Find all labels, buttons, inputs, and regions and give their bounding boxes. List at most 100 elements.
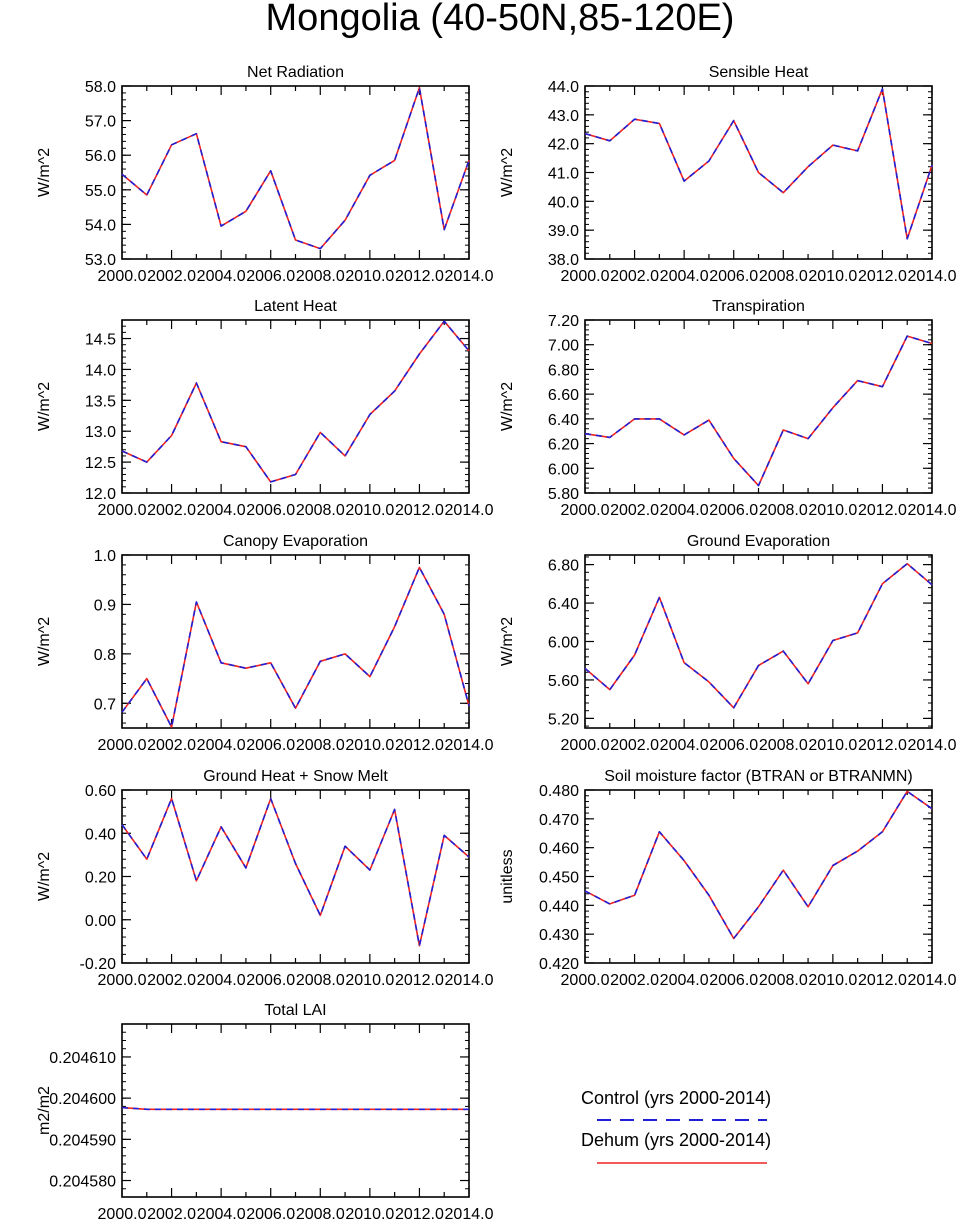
x-tick-label: 2014.0 <box>908 268 956 285</box>
y-tick-label: 38.0 <box>548 252 579 269</box>
y-tick-label: 54.0 <box>85 217 116 234</box>
y-tick-label: 56.0 <box>85 148 116 165</box>
x-tick-label: 2002.0 <box>147 972 196 989</box>
plot-frame <box>121 789 470 964</box>
x-tick-label: 2014.0 <box>908 502 956 519</box>
x-tick-label: 2004.0 <box>660 972 709 989</box>
y-tick-label: 0.440 <box>539 898 579 915</box>
y-tick-label: 6.00 <box>548 461 579 478</box>
y-tick-label: 6.80 <box>548 558 579 575</box>
y-tick-label: 44.0 <box>548 79 579 96</box>
y-tick-label: 0.430 <box>539 927 579 944</box>
y-tick-label: 42.0 <box>548 137 579 154</box>
y-tick-label: 5.80 <box>548 486 579 503</box>
y-tick-label: 6.20 <box>548 437 579 454</box>
x-tick-label: 2008.0 <box>296 268 345 285</box>
y-tick-label: 14.0 <box>85 362 116 379</box>
y-axis-label: W/m^2 <box>499 617 516 666</box>
series-line-dehum <box>584 88 933 240</box>
x-tick-label: 2002.0 <box>147 268 196 285</box>
series-line-control <box>584 790 933 940</box>
y-tick-label: 5.60 <box>548 673 579 690</box>
x-tick-label: 2006.0 <box>709 502 758 519</box>
x-tick-label: 2010.0 <box>345 972 394 989</box>
series-line-dehum <box>584 790 933 940</box>
x-tick-label: 2012.0 <box>395 1206 444 1223</box>
y-tick-label: 0.204580 <box>49 1174 116 1191</box>
x-tick-label: 2008.0 <box>296 972 345 989</box>
x-tick-label: 2000.0 <box>561 268 610 285</box>
series-line-dehum <box>584 562 933 709</box>
y-tick-label: 0.8 <box>94 647 116 664</box>
y-axis-label: W/m^2 <box>499 148 516 197</box>
y-axis-label: unitless <box>499 849 516 903</box>
y-tick-label: 0.9 <box>94 597 116 614</box>
x-tick-label: 2002.0 <box>147 1206 196 1223</box>
chart-title: Net Radiation <box>247 64 344 81</box>
series-line-control <box>121 1106 469 1111</box>
y-tick-label: 12.0 <box>85 486 116 503</box>
x-tick-label: 2006.0 <box>246 972 295 989</box>
x-tick-label: 2004.0 <box>197 268 246 285</box>
y-tick-label: 0.204590 <box>49 1132 116 1149</box>
x-tick-label: 2000.0 <box>98 1206 147 1223</box>
x-tick-label: 2002.0 <box>610 737 659 754</box>
x-tick-label: 2012.0 <box>858 737 907 754</box>
chart-panel: Sensible Heat W/m^2 2000.0 2002.0 2004.0 2006… <box>499 64 956 285</box>
chart-panel: Canopy Evaporation W/m^2 2000.0 2002.0 2004.… <box>36 533 494 754</box>
x-tick-label: 2010.0 <box>345 268 394 285</box>
x-tick-label: 2004.0 <box>660 502 709 519</box>
x-tick-label: 2004.0 <box>197 737 246 754</box>
chart-panel: Ground Evaporation W/m^2 2000.0 2002.0 2004.… <box>499 533 956 754</box>
y-tick-label: 6.00 <box>548 635 579 652</box>
x-tick-label: 2004.0 <box>197 502 246 519</box>
plot-frame <box>121 1023 470 1198</box>
x-tick-label: 2014.0 <box>908 737 956 754</box>
x-tick-label: 2000.0 <box>561 972 610 989</box>
x-tick-label: 2012.0 <box>395 737 444 754</box>
y-tick-label: 0.460 <box>539 841 579 858</box>
x-tick-label: 2004.0 <box>197 1206 246 1223</box>
x-tick-label: 2014.0 <box>445 972 494 989</box>
x-tick-label: 2006.0 <box>246 737 295 754</box>
x-tick-label: 2004.0 <box>197 972 246 989</box>
x-tick-label: 2008.0 <box>759 268 808 285</box>
y-tick-label: 41.0 <box>548 166 579 183</box>
chart-title: Ground Heat + Snow Melt <box>203 768 388 785</box>
plot-frame <box>584 319 933 494</box>
x-tick-label: 2014.0 <box>445 1206 494 1223</box>
x-tick-label: 2006.0 <box>709 268 758 285</box>
series-line-dehum <box>121 1106 469 1111</box>
x-tick-label: 2012.0 <box>858 972 907 989</box>
y-tick-label: 13.0 <box>85 424 116 441</box>
y-tick-label: 57.0 <box>85 114 116 131</box>
x-tick-label: 2008.0 <box>759 502 808 519</box>
x-tick-label: 2000.0 <box>561 502 610 519</box>
x-tick-label: 2000.0 <box>98 502 147 519</box>
chart-title: Sensible Heat <box>709 64 809 81</box>
series-line-dehum <box>584 335 933 487</box>
y-tick-label: 55.0 <box>85 183 116 200</box>
y-axis-label: W/m^2 <box>36 382 53 431</box>
y-tick-label: 5.20 <box>548 711 579 728</box>
x-tick-label: 2010.0 <box>808 268 857 285</box>
x-tick-label: 2002.0 <box>610 268 659 285</box>
y-tick-label: 53.0 <box>85 252 116 269</box>
x-tick-label: 2002.0 <box>610 502 659 519</box>
x-tick-label: 2008.0 <box>296 502 345 519</box>
y-tick-label: 12.5 <box>85 455 116 472</box>
x-tick-label: 2010.0 <box>808 502 857 519</box>
x-tick-label: 2014.0 <box>445 268 494 285</box>
plot-frame <box>121 319 470 494</box>
x-tick-label: 2014.0 <box>908 972 956 989</box>
x-tick-label: 2002.0 <box>147 737 196 754</box>
x-tick-label: 2006.0 <box>709 972 758 989</box>
x-tick-label: 2000.0 <box>98 737 147 754</box>
y-tick-label: 0.60 <box>85 783 116 800</box>
y-tick-label: 7.20 <box>548 313 579 330</box>
chart-title: Ground Evaporation <box>687 533 830 550</box>
series-line-control <box>121 797 470 947</box>
y-tick-label: -0.20 <box>80 956 117 973</box>
y-axis-label: W/m^2 <box>36 617 53 666</box>
